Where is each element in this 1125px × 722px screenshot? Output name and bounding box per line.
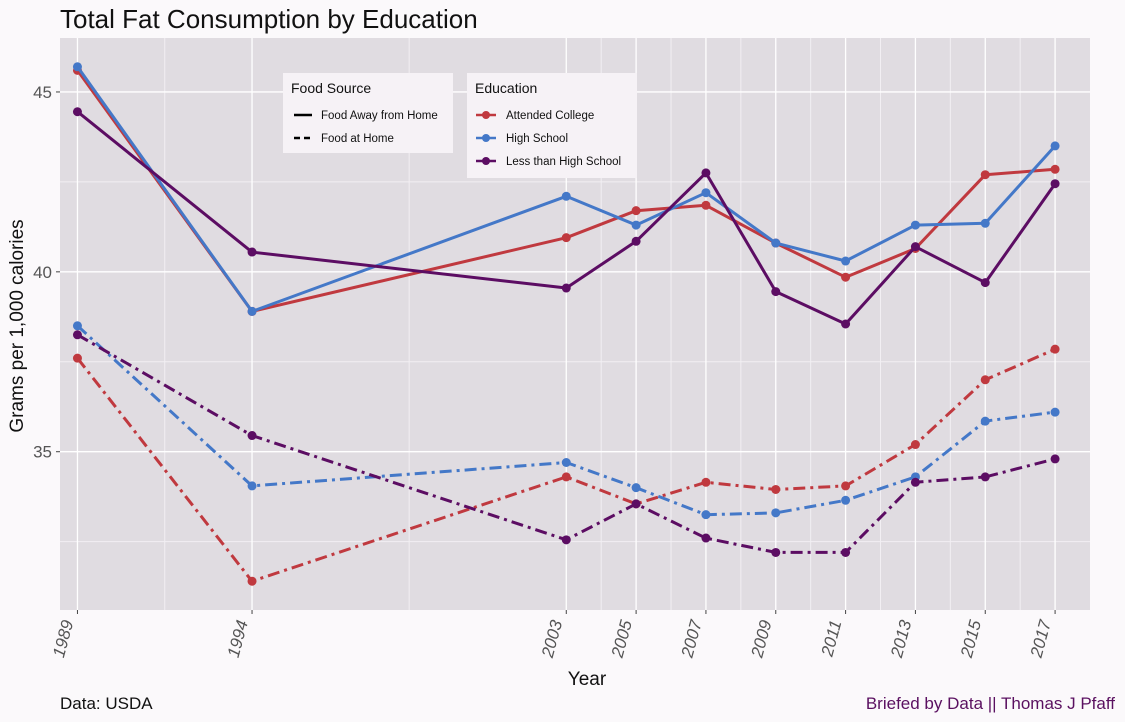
legend-label-away: Food Away from Home	[321, 110, 438, 122]
data-point	[561, 472, 571, 482]
data-point	[561, 191, 571, 201]
legend-label-highschool: High School	[506, 133, 568, 145]
legend-label-lesshs: Less than High School	[506, 156, 621, 168]
data-point	[247, 576, 257, 586]
data-point	[841, 272, 851, 282]
x-tick-label: 1989	[49, 618, 77, 660]
data-point	[631, 499, 641, 509]
data-point	[1050, 407, 1060, 417]
data-point	[841, 495, 851, 505]
legend-dot-lesshs	[482, 157, 490, 165]
data-point	[631, 483, 641, 493]
x-tick-label: 2009	[747, 618, 776, 661]
data-point	[631, 236, 641, 246]
data-point	[771, 238, 781, 248]
x-axis-ticks: 1989 1994 2003 2005 2007 2009 2011 2013 2015 2017	[49, 610, 1056, 661]
y-axis-title: Grams per 1,000 calories	[7, 219, 28, 432]
data-point	[841, 547, 851, 557]
data-point	[247, 431, 257, 441]
data-point	[701, 168, 711, 178]
data-point	[980, 218, 990, 228]
data-point	[771, 508, 781, 518]
legend-label-college: Attended College	[506, 110, 594, 122]
data-point	[771, 547, 781, 557]
x-axis-title: Year	[568, 669, 607, 690]
series-line	[76, 65, 1057, 313]
data-point	[247, 306, 257, 316]
data-point	[1050, 164, 1060, 174]
series-line	[76, 110, 1057, 326]
series-line	[76, 333, 1056, 554]
x-tick-label: 2017	[1027, 618, 1056, 661]
y-axis-ticks: 35 40 45	[33, 83, 60, 462]
legend-food-source: Food Source Food Away from Home Food at …	[283, 73, 453, 153]
data-point	[72, 330, 82, 340]
legend-dot-college	[482, 111, 490, 119]
legend-dot-highschool	[482, 134, 490, 142]
data-point	[910, 220, 920, 230]
data-point	[561, 535, 571, 545]
data-point	[561, 233, 571, 243]
x-tick-label: 2015	[957, 618, 986, 661]
data-point	[631, 220, 641, 230]
y-tick-label: 35	[33, 443, 52, 462]
data-point	[72, 321, 82, 331]
legend-food-source-box	[283, 73, 453, 153]
data-point	[841, 256, 851, 266]
x-tick-label: 1994	[224, 618, 252, 659]
data-point	[980, 170, 990, 180]
data-point	[72, 107, 82, 117]
series-layer	[72, 62, 1060, 586]
y-tick-label: 40	[33, 263, 52, 282]
data-point	[701, 188, 711, 198]
data-point	[247, 247, 257, 257]
data-point	[980, 416, 990, 426]
data-point	[1050, 454, 1060, 464]
data-point	[631, 206, 641, 216]
legend-label-home: Food at Home	[321, 133, 394, 145]
series-line	[76, 324, 1056, 517]
data-point	[910, 440, 920, 450]
legend-food-source-title: Food Source	[291, 80, 371, 96]
data-point	[561, 283, 571, 293]
x-tick-label: 2007	[677, 618, 706, 661]
legend-education-title: Education	[475, 80, 537, 96]
series-line	[76, 69, 1056, 313]
data-point	[701, 510, 711, 520]
caption-credit: Briefed by Data || Thomas J Pfaff	[865, 694, 1115, 713]
series-line	[76, 347, 1056, 583]
chart-title: Total Fat Consumption by Education	[60, 4, 478, 34]
data-point	[910, 242, 920, 252]
data-point	[841, 319, 851, 329]
x-tick-label: 2005	[608, 618, 637, 661]
data-point	[701, 200, 711, 210]
x-tick-label: 2003	[538, 618, 567, 661]
data-point	[701, 477, 711, 487]
data-point	[841, 481, 851, 491]
x-tick-label: 2011	[817, 618, 845, 659]
x-tick-label: 2013	[887, 618, 916, 661]
data-point	[701, 533, 711, 543]
y-tick-label: 45	[33, 83, 52, 102]
data-point	[1050, 141, 1060, 151]
data-point	[771, 287, 781, 297]
legend-education: Education Attended College High School L…	[467, 73, 637, 178]
data-point	[1050, 179, 1060, 189]
data-point	[910, 477, 920, 487]
caption-source: Data: USDA	[60, 694, 153, 713]
data-point	[980, 375, 990, 385]
data-point	[980, 278, 990, 288]
data-point	[980, 472, 990, 482]
data-point	[771, 484, 781, 494]
data-point	[1050, 344, 1060, 354]
data-point	[72, 353, 82, 363]
data-point	[561, 458, 571, 468]
data-point	[247, 481, 257, 491]
data-point	[72, 62, 82, 72]
